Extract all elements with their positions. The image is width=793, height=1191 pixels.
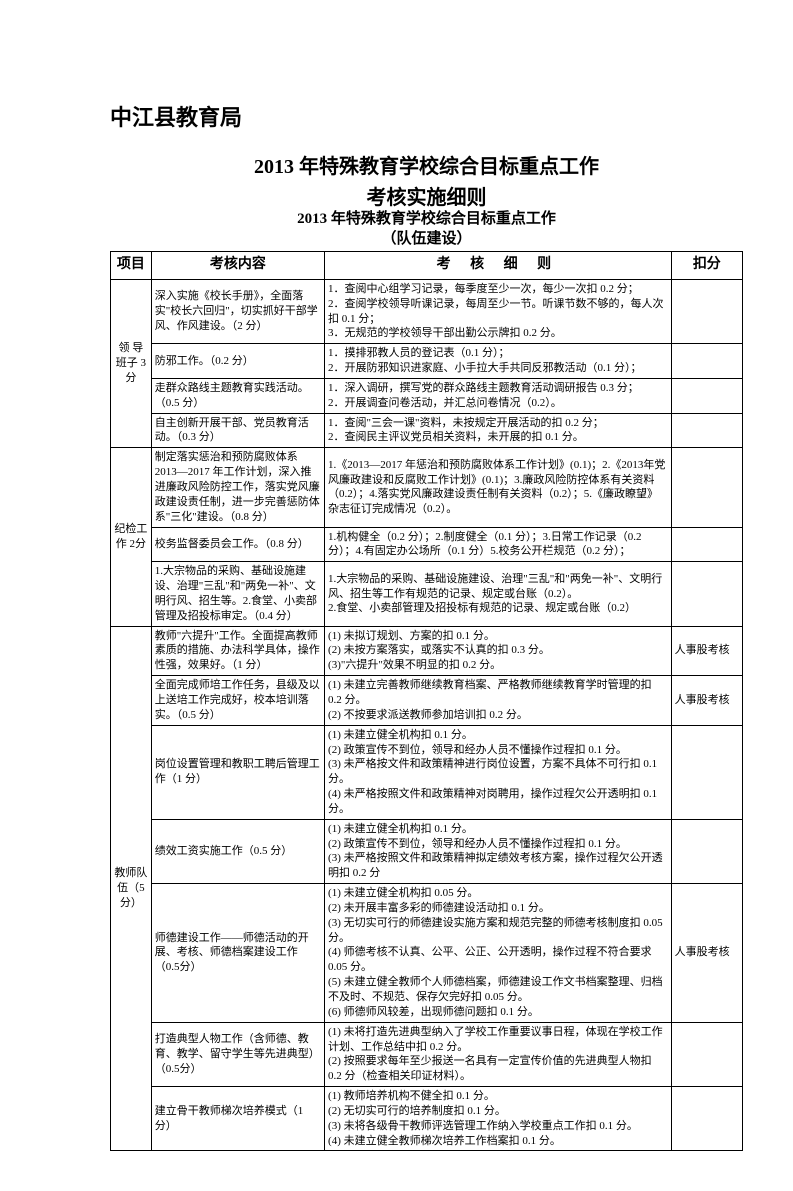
deduct-cell: 人事股考核 bbox=[671, 626, 742, 676]
deduct-cell bbox=[671, 448, 742, 527]
content-cell: 深入实施《校长手册》，全面落实"校长六回归"，切实抓好干部学风、作风建设。（2 … bbox=[151, 279, 324, 343]
rule-cell: (1) 未拟订规划、方案的扣 0.1 分。 (2) 未按方案落实，或落实不认真的… bbox=[325, 626, 672, 676]
rule-cell: 1．摸排邪教人员的登记表（0.1 分）； 2．开展防邪知识进家庭、小手拉大手共同… bbox=[325, 344, 672, 379]
assessment-table: 项目 考核内容 考 核 细 则 扣分 领 导班子 3分深入实施《校长手册》，全面… bbox=[110, 251, 743, 1151]
project-cell: 领 导班子 3分 bbox=[111, 279, 152, 447]
rule-cell: (1) 未建立健全机构扣 0.05 分。 (2) 未开展丰富多彩的师德建设活动扣… bbox=[325, 884, 672, 1023]
table-row: 打造典型人物工作（含师德、教育、教学、留守学生等先进典型）（0.5分）(1) 未… bbox=[111, 1022, 743, 1086]
table-row: 防邪工作。（0.2 分）1．摸排邪教人员的登记表（0.1 分）； 2．开展防邪知… bbox=[111, 344, 743, 379]
table-row: 自主创新开展干部、党员教育活动。（0.3 分）1．查阅"三会一课"资料，未按规定… bbox=[111, 413, 743, 448]
deduct-cell bbox=[671, 1087, 742, 1151]
rule-cell: 1.大宗物品的采购、基础设施建设、治理"三乱"和"两免一补"、文明行风、招生等工… bbox=[325, 562, 672, 626]
content-cell: 教师"六提升"工作。全面提高教师素质的措施、办法科学具体，操作性强，效果好。（1… bbox=[151, 626, 324, 676]
content-cell: 建立骨干教师梯次培养模式（1 分） bbox=[151, 1087, 324, 1151]
rule-cell: (1) 未将打造先进典型纳入了学校工作重要议事日程，体现在学校工作计划、工作总结… bbox=[325, 1022, 672, 1086]
document-page: 中江县教育局 2013 年特殊教育学校综合目标重点工作 考核实施细则 2013 … bbox=[0, 0, 793, 1191]
deduct-cell bbox=[671, 413, 742, 448]
table-header-row: 项目 考核内容 考 核 细 则 扣分 bbox=[111, 252, 743, 280]
document-title-line1: 2013 年特殊教育学校综合目标重点工作 bbox=[110, 150, 743, 179]
content-cell: 师德建设工作——师德活动的开展、考核、师德档案建设工作（0.5分） bbox=[151, 884, 324, 1023]
table-row: 建立骨干教师梯次培养模式（1 分）(1) 教师培养机构不健全扣 0.1 分。 (… bbox=[111, 1087, 743, 1151]
deduct-cell: 人事股考核 bbox=[671, 676, 742, 726]
deduct-cell bbox=[671, 344, 742, 379]
content-cell: 自主创新开展干部、党员教育活动。（0.3 分） bbox=[151, 413, 324, 448]
rule-cell: 1.机构健全（0.2 分）；2.制度健全（0.1 分）；3.日常工作记录（0.2… bbox=[325, 527, 672, 562]
org-title: 中江县教育局 bbox=[110, 100, 743, 132]
content-cell: 全面完成师培工作任务，县级及以上送培工作完成好，校本培训落实。（0.5 分） bbox=[151, 676, 324, 726]
deduct-cell bbox=[671, 725, 742, 819]
deduct-cell: 人事股考核 bbox=[671, 884, 742, 1023]
content-cell: 绩效工资实施工作（0.5 分） bbox=[151, 819, 324, 883]
table-row: 岗位设置管理和教职工聘后管理工作（1 分）(1) 未建立健全机构扣 0.1 分。… bbox=[111, 725, 743, 819]
project-cell: 教师队伍（5分） bbox=[111, 626, 152, 1151]
deduct-cell bbox=[671, 819, 742, 883]
content-cell: 走群众路线主题教育实践活动。（0.5 分） bbox=[151, 378, 324, 413]
rule-cell: (1) 教师培养机构不健全扣 0.1 分。 (2) 无切实可行的培养制度扣 0.… bbox=[325, 1087, 672, 1151]
rule-cell: 1.《2013—2017 年惩治和预防腐败体系工作计划》(0.1)；2.《201… bbox=[325, 448, 672, 527]
table-row: 走群众路线主题教育实践活动。（0.5 分）1．深入调研，撰写党的群众路线主题教育… bbox=[111, 378, 743, 413]
rule-cell: 1．查阅"三会一课"资料，未按规定开展活动的扣 0.2 分； 2．查阅民主评议党… bbox=[325, 413, 672, 448]
table-row: 教师队伍（5分）教师"六提升"工作。全面提高教师素质的措施、办法科学具体，操作性… bbox=[111, 626, 743, 676]
table-row: 1.大宗物品的采购、基础设施建设、治理"三乱"和"两免一补"、文明行风、招生等。… bbox=[111, 562, 743, 626]
rule-cell: 1．查阅中心组学习记录，每季度至少一次，每少一次扣 0.2 分； 2．查阅学校领… bbox=[325, 279, 672, 343]
table-row: 纪检工作 2分制定落实惩治和预防腐败体系 2013—2017 年工作计划，深入推… bbox=[111, 448, 743, 527]
deduct-cell bbox=[671, 527, 742, 562]
rule-cell: (1) 未建立健全机构扣 0.1 分。 (2) 政策宣传不到位，领导和经办人员不… bbox=[325, 819, 672, 883]
subtitle-line2: （队伍建设） bbox=[110, 230, 743, 250]
table-row: 领 导班子 3分深入实施《校长手册》，全面落实"校长六回归"，切实抓好干部学风、… bbox=[111, 279, 743, 343]
table-row: 全面完成师培工作任务，县级及以上送培工作完成好，校本培训落实。（0.5 分）(1… bbox=[111, 676, 743, 726]
header-content: 考核内容 bbox=[151, 252, 324, 280]
content-cell: 校务监督委员会工作。（0.8 分） bbox=[151, 527, 324, 562]
header-deduct: 扣分 bbox=[671, 252, 742, 280]
header-rule: 考 核 细 则 bbox=[325, 252, 672, 280]
content-cell: 打造典型人物工作（含师德、教育、教学、留守学生等先进典型）（0.5分） bbox=[151, 1022, 324, 1086]
document-title-line2: 考核实施细则 bbox=[110, 181, 743, 210]
table-row: 师德建设工作——师德活动的开展、考核、师德档案建设工作（0.5分）(1) 未建立… bbox=[111, 884, 743, 1023]
deduct-cell bbox=[671, 1022, 742, 1086]
deduct-cell bbox=[671, 378, 742, 413]
content-cell: 1.大宗物品的采购、基础设施建设、治理"三乱"和"两免一补"、文明行风、招生等。… bbox=[151, 562, 324, 626]
table-body: 领 导班子 3分深入实施《校长手册》，全面落实"校长六回归"，切实抓好干部学风、… bbox=[111, 279, 743, 1151]
table-row: 绩效工资实施工作（0.5 分）(1) 未建立健全机构扣 0.1 分。 (2) 政… bbox=[111, 819, 743, 883]
project-cell: 纪检工作 2分 bbox=[111, 448, 152, 626]
rule-cell: 1．深入调研，撰写党的群众路线主题教育活动调研报告 0.3 分； 2．开展调查问… bbox=[325, 378, 672, 413]
rule-cell: (1) 未建立完善教师继续教育档案、严格教师继续教育学时管理的扣 0.2 分。 … bbox=[325, 676, 672, 726]
header-project: 项目 bbox=[111, 252, 152, 280]
content-cell: 岗位设置管理和教职工聘后管理工作（1 分） bbox=[151, 725, 324, 819]
deduct-cell bbox=[671, 562, 742, 626]
subtitle-line1: 2013 年特殊教育学校综合目标重点工作 bbox=[110, 210, 743, 230]
content-cell: 制定落实惩治和预防腐败体系 2013—2017 年工作计划，深入推进廉政风险防控… bbox=[151, 448, 324, 527]
table-row: 校务监督委员会工作。（0.8 分）1.机构健全（0.2 分）；2.制度健全（0.… bbox=[111, 527, 743, 562]
content-cell: 防邪工作。（0.2 分） bbox=[151, 344, 324, 379]
rule-cell: (1) 未建立健全机构扣 0.1 分。 (2) 政策宣传不到位，领导和经办人员不… bbox=[325, 725, 672, 819]
deduct-cell bbox=[671, 279, 742, 343]
